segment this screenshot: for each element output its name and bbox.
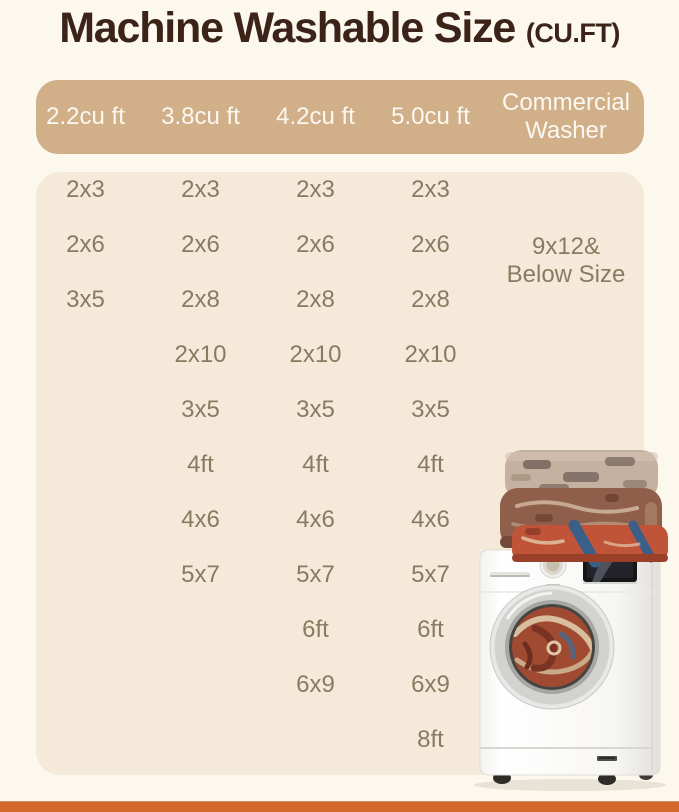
- size-cell: 2x3: [181, 175, 220, 203]
- header-3-8cuft: 3.8cu ft: [161, 103, 240, 130]
- page-title: Machine Washable Size (CU.FT): [0, 4, 679, 53]
- size-header-bar: [36, 80, 644, 154]
- folded-rug-stack: [500, 450, 668, 568]
- size-cell: 5x7: [411, 560, 450, 588]
- size-cell: 2x8: [181, 285, 220, 313]
- accent-bottom-bar: [0, 801, 679, 812]
- size-cell: 2x3: [296, 175, 335, 203]
- size-cell: 3x5: [411, 395, 450, 423]
- commercial-washer-note: 9x12& Below Size: [488, 206, 644, 316]
- size-cell: 4x6: [296, 505, 335, 533]
- size-cell: 2x10: [174, 340, 227, 368]
- size-cell: 4ft: [302, 450, 329, 478]
- size-cell: 6x9: [411, 670, 450, 698]
- size-cell: 5x7: [181, 560, 220, 588]
- size-cell: 2x3: [411, 175, 450, 203]
- size-cell: 2x8: [411, 285, 450, 313]
- size-cell: 5x7: [296, 560, 335, 588]
- size-cell: 2x8: [296, 285, 335, 313]
- folded-rug-red: [512, 519, 668, 568]
- size-header-row: 2.2cu ft 3.8cu ft 4.2cu ft 5.0cu ft Comm…: [28, 80, 644, 154]
- header-4-2cuft: 4.2cu ft: [276, 103, 355, 130]
- washing-machine-body: [479, 549, 661, 776]
- header-5-0cuft: 5.0cu ft: [391, 103, 470, 130]
- size-cell: 2x3: [66, 175, 105, 203]
- size-cell: 4x6: [181, 505, 220, 533]
- header-commercial-washer: Commercial Washer: [501, 89, 630, 144]
- rug-in-drum: [512, 607, 592, 687]
- size-cell: 6ft: [417, 615, 444, 643]
- commercial-note-line2: Below Size: [506, 261, 626, 288]
- size-cell: 6x9: [296, 670, 335, 698]
- size-table: 2x3 2x3 2x3 2x3 2x6 2x6 2x6 2x6 3x5 2x8 …: [28, 162, 644, 767]
- size-cell: 2x6: [66, 230, 105, 258]
- size-cell: 3x5: [66, 285, 105, 313]
- commercial-note-line1: 9x12&: [531, 233, 601, 260]
- size-cell: 4ft: [417, 450, 444, 478]
- size-cell: 2x6: [411, 230, 450, 258]
- washer-door: [489, 584, 615, 710]
- header-2-2cuft: 2.2cu ft: [46, 103, 125, 130]
- size-cell: 2x6: [181, 230, 220, 258]
- size-cell: 2x10: [289, 340, 342, 368]
- size-cell: 3x5: [296, 395, 335, 423]
- size-cell: 4ft: [187, 450, 214, 478]
- rugs-on-washing-machine-image: [474, 450, 668, 791]
- size-cell: 2x10: [404, 340, 457, 368]
- title-text: Machine Washable Size: [59, 4, 516, 52]
- title-suffix: (CU.FT): [525, 18, 620, 48]
- size-cell: 2x6: [296, 230, 335, 258]
- size-cell: 3x5: [181, 395, 220, 423]
- washer-shadow: [474, 779, 666, 791]
- size-cell: 4x6: [411, 505, 450, 533]
- size-cell: 6ft: [302, 615, 329, 643]
- size-cell: 8ft: [417, 725, 444, 753]
